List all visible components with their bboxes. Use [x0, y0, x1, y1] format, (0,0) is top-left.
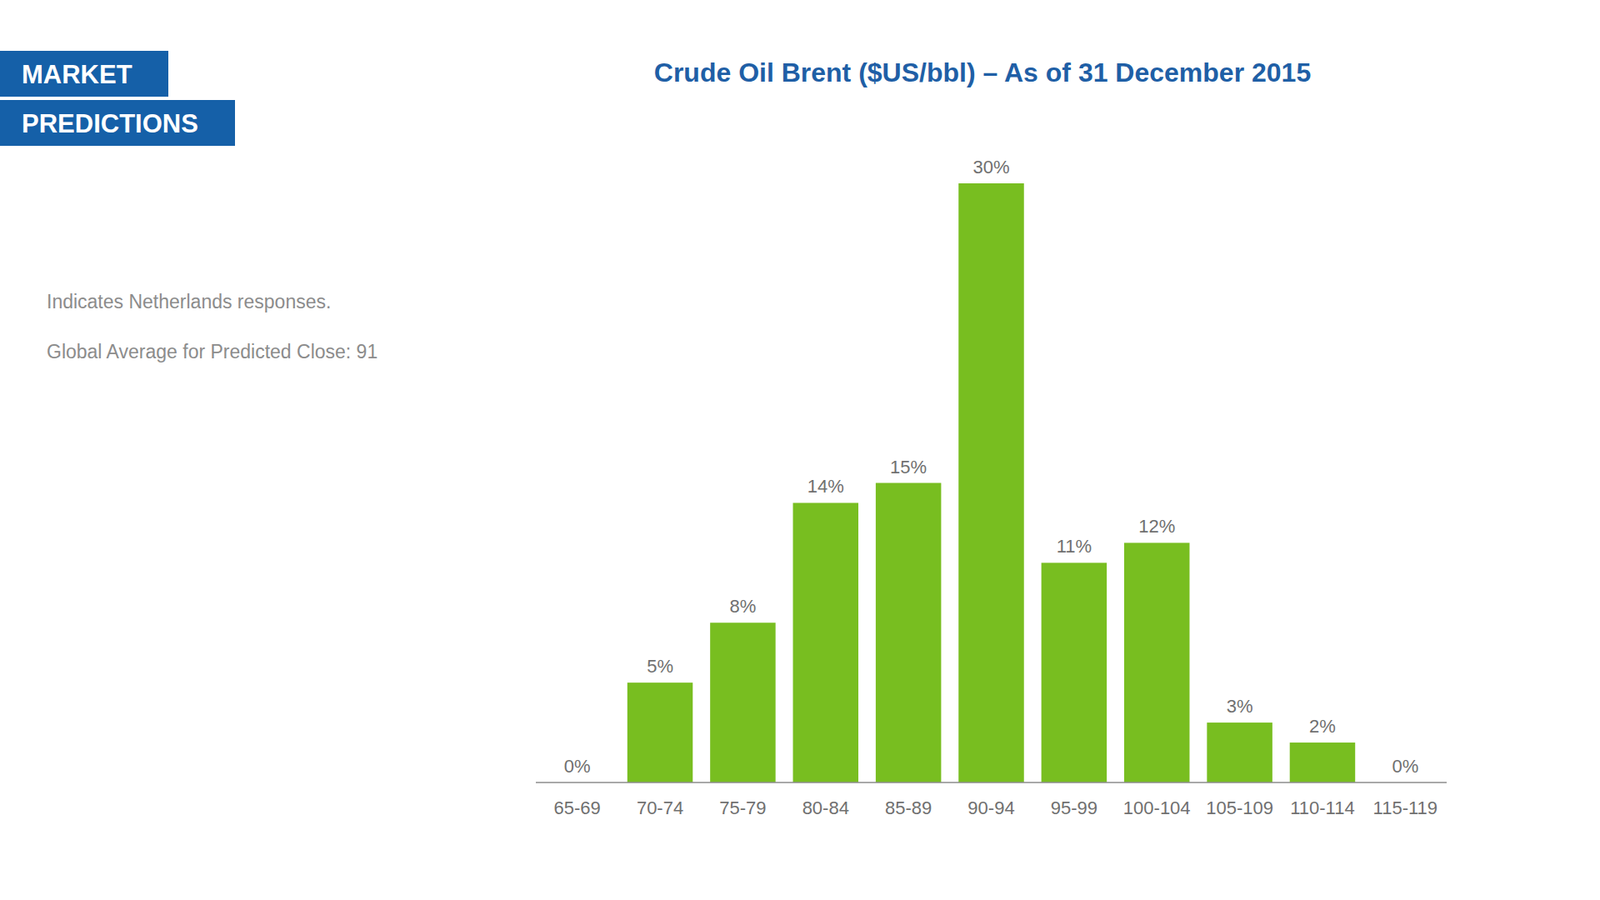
x-tick-label: 65-69: [554, 797, 601, 819]
x-tick-label: 100-104: [1123, 797, 1191, 819]
bar: [1124, 542, 1190, 783]
data-label: 3%: [1226, 695, 1254, 717]
data-label: 30%: [972, 156, 1010, 178]
x-tick-label: 90-94: [967, 797, 1015, 819]
bar: [710, 622, 775, 783]
data-label: 14%: [807, 475, 845, 497]
x-tick-label: 75-79: [719, 797, 766, 819]
annotation: Indicates Netherlands responses.: [46, 290, 331, 313]
data-label: 5%: [646, 655, 674, 677]
bar: [793, 502, 859, 783]
x-tick-label: 110-114: [1290, 797, 1355, 819]
data-label: 0%: [564, 755, 591, 777]
bar: [1206, 722, 1272, 783]
data-label: 12%: [1138, 515, 1175, 537]
bar: [1290, 742, 1355, 783]
badge-text: MARKET: [21, 60, 133, 90]
data-label: 2%: [1309, 715, 1336, 737]
badge-box: [0, 100, 235, 146]
badge-box: [0, 50, 169, 97]
bar: [1041, 562, 1107, 783]
annotation: Global Average for Predicted Close: 91: [46, 340, 378, 363]
x-tick-label: 95-99: [1050, 797, 1098, 819]
chart-title: Crude Oil Brent ($US/bbl) – As of 31 Dec…: [654, 57, 1311, 88]
data-label: 8%: [730, 595, 757, 617]
badge-text: PREDICTIONS: [21, 109, 199, 139]
bar: [958, 183, 1024, 783]
x-tick-label: 70-74: [636, 797, 684, 819]
bars: [627, 183, 1355, 783]
x-axis-line: [535, 781, 1447, 784]
data-label: 11%: [1056, 535, 1092, 557]
x-tick-label: 105-109: [1205, 797, 1274, 819]
bar: [627, 682, 693, 783]
bar: [875, 483, 941, 784]
x-tick-label: 80-84: [802, 797, 850, 819]
x-tick-label: 85-89: [885, 797, 932, 819]
data-label: 15%: [890, 456, 927, 478]
data-label: 0%: [1391, 755, 1419, 777]
x-tick-label: 115-119: [1373, 797, 1438, 819]
